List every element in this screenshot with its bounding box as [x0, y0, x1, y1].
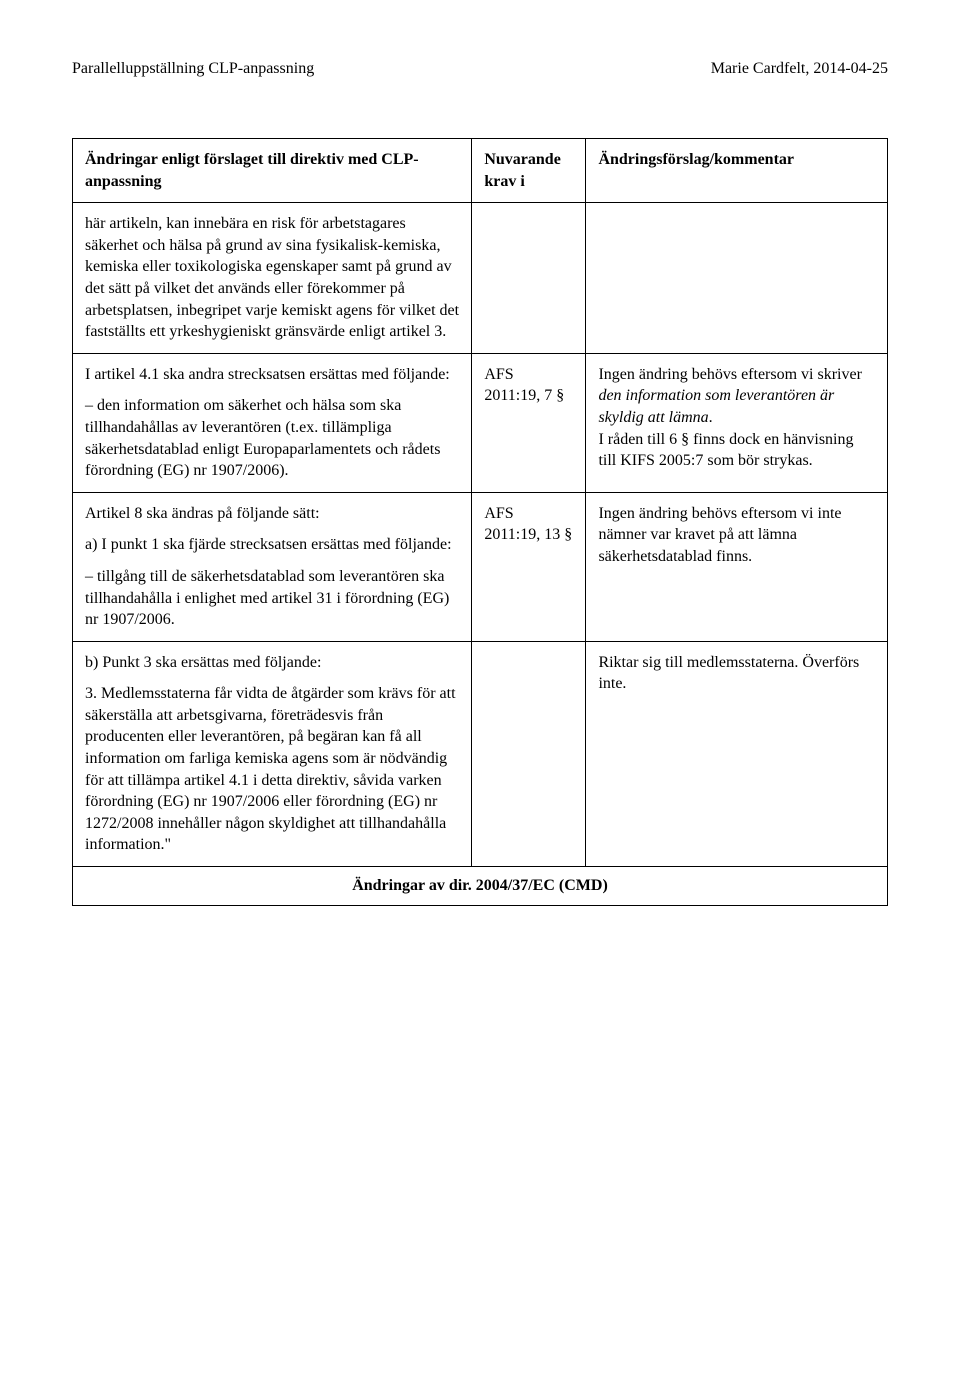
col2-header: Nuvarande krav i — [472, 139, 586, 203]
row0-c3 — [586, 203, 888, 354]
col1-header: Ändringar enligt förslaget till direktiv… — [73, 139, 472, 203]
table-row: Artikel 8 ska ändras på följande sätt: a… — [73, 492, 888, 641]
table-row: här artikeln, kan innebära en risk för a… — [73, 203, 888, 354]
table-row: b) Punkt 3 ska ersättas med följande: 3.… — [73, 641, 888, 866]
row1-c2: AFS 2011:19, 7 § — [472, 353, 586, 492]
col3-header: Ändringsförslag/kommentar — [586, 139, 888, 203]
row0-c1: här artikeln, kan innebära en risk för a… — [73, 203, 472, 354]
header-left: Parallelluppställning CLP-anpassning — [72, 60, 314, 78]
row1-c1: I artikel 4.1 ska andra strecksatsen ers… — [73, 353, 472, 492]
header-right: Marie Cardfelt, 2014-04-25 — [711, 60, 888, 78]
row3-c3: Riktar sig till medlemsstaterna. Överför… — [586, 641, 888, 866]
row2-c1: Artikel 8 ska ändras på följande sätt: a… — [73, 492, 472, 641]
row0-c2 — [472, 203, 586, 354]
row3-c2 — [472, 641, 586, 866]
page-header: Parallelluppställning CLP-anpassning Mar… — [72, 60, 888, 78]
row1-c3: Ingen ändring behövs eftersom vi skriver… — [586, 353, 888, 492]
footer-row: Ändringar av dir. 2004/37/EC (CMD) — [73, 867, 888, 906]
header-row: Ändringar enligt förslaget till direktiv… — [73, 139, 888, 203]
table-row: I artikel 4.1 ska andra strecksatsen ers… — [73, 353, 888, 492]
comparison-table: Ändringar enligt förslaget till direktiv… — [72, 138, 888, 906]
row2-c2: AFS 2011:19, 13 § — [472, 492, 586, 641]
footer-cell: Ändringar av dir. 2004/37/EC (CMD) — [73, 867, 888, 906]
row3-c1: b) Punkt 3 ska ersättas med följande: 3.… — [73, 641, 472, 866]
row2-c3: Ingen ändring behövs eftersom vi inte nä… — [586, 492, 888, 641]
